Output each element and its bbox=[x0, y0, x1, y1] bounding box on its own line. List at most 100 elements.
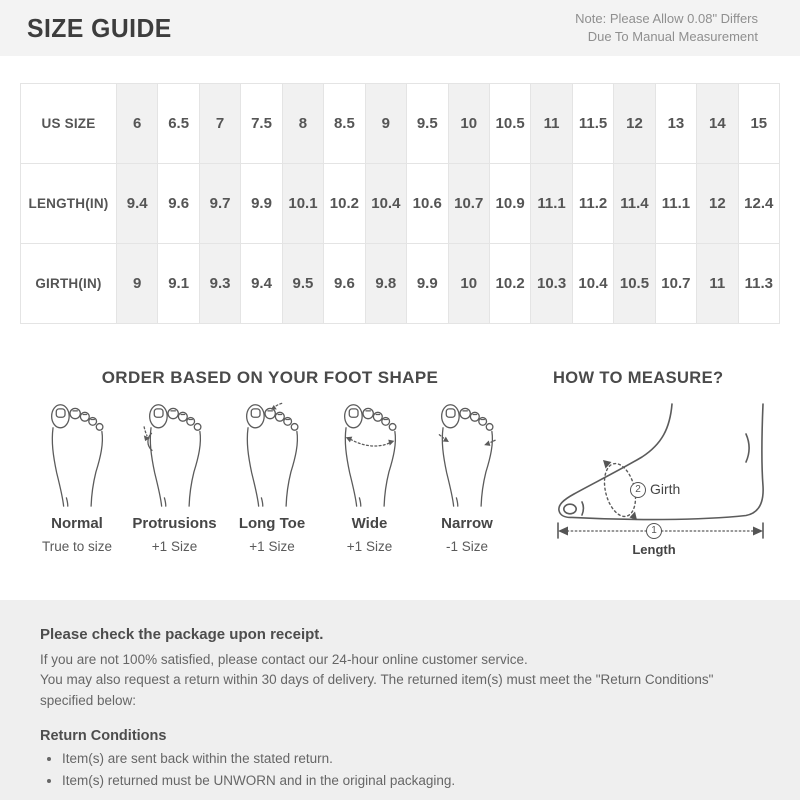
size-table-cell: 10.2 bbox=[488, 243, 532, 324]
foot-shape-advice: -1 Size bbox=[445, 539, 489, 554]
size-table-cell: 9.5 bbox=[281, 243, 325, 324]
size-table-cell: 14 bbox=[696, 83, 739, 164]
foot-shape-name: Narrow bbox=[441, 515, 493, 532]
size-table-cell: 11.1 bbox=[530, 163, 573, 244]
return-condition-item: Item(s) returned must be UNWORN and in t… bbox=[62, 773, 760, 788]
size-table-cell: 9.4 bbox=[115, 163, 159, 244]
size-table-cell: 10.6 bbox=[406, 163, 449, 244]
size-table-row: US SIZE 6 6.5 7 7.5 8 8.5 9 9.5 10 10.5 11 11.5 12 13 1… bbox=[20, 83, 781, 164]
foot-shape-item: Normal True to size bbox=[30, 402, 124, 554]
return-condition-item: Item(s) are sent back within the stated … bbox=[62, 751, 760, 766]
size-table-row: LENGTH(IN) 9.4 9.6 9.7 9.9 10.1 10.2 10.4 10.6 10… bbox=[20, 163, 781, 244]
size-table-cell: 10 bbox=[447, 243, 490, 324]
size-table-cell: 9.4 bbox=[240, 243, 283, 324]
size-table-cell: 10.2 bbox=[323, 163, 366, 244]
middle-section: ORDER BASED ON YOUR FOOT SHAPE Normal Tru… bbox=[0, 368, 800, 567]
foot-side-view-illustration bbox=[557, 403, 764, 539]
size-table-cell: 9 bbox=[364, 83, 408, 164]
size-table-cell: 11 bbox=[530, 83, 573, 164]
foot-shape-heading: ORDER BASED ON YOUR FOOT SHAPE bbox=[101, 368, 439, 387]
size-table-cell: 13 bbox=[654, 83, 698, 164]
size-table-cell: 8 bbox=[281, 83, 325, 164]
size-table-cell: 10.4 bbox=[364, 163, 408, 244]
return-policy-section: Please check the package upon receipt. I… bbox=[0, 600, 800, 800]
girth-label: Girth bbox=[650, 481, 681, 497]
foot-shape-item: Protrusions +1 Size bbox=[128, 402, 222, 554]
size-table-cell: 9 bbox=[115, 243, 159, 324]
foot-protrusions-icon bbox=[128, 402, 222, 508]
return-conditions-list: Item(s) are sent back within the stated … bbox=[40, 751, 760, 788]
foot-shape-advice: +1 Size bbox=[346, 539, 393, 554]
foot-shape-section: ORDER BASED ON YOUR FOOT SHAPE Normal Tru… bbox=[0, 368, 540, 567]
size-table-cell: 7 bbox=[198, 83, 242, 164]
size-table-cell: 6 bbox=[115, 83, 159, 164]
length-step-badge: 1 bbox=[646, 523, 662, 539]
foot-shape-item: Narrow -1 Size bbox=[420, 402, 514, 554]
foot-shape-name: Normal bbox=[51, 515, 103, 532]
size-table-cell: 9.9 bbox=[406, 243, 449, 324]
size-table-section: US SIZE 6 6.5 7 7.5 8 8.5 9 9.5 10 10.5 11 11.5 12 13 1… bbox=[0, 56, 800, 324]
length-label: Length bbox=[632, 542, 676, 557]
measure-section: HOW TO MEASURE? bbox=[540, 368, 800, 567]
foot-normal-icon bbox=[30, 402, 124, 508]
girth-step-badge: 2 bbox=[630, 482, 646, 498]
size-table-cell: 6.5 bbox=[157, 83, 200, 164]
size-table-cell: 12 bbox=[696, 163, 739, 244]
foot-measure-diagram: 2 Girth 1 Length bbox=[550, 402, 780, 567]
customer-service-line: If you are not 100% satisfied, please co… bbox=[40, 652, 528, 667]
size-table-cell: 10.7 bbox=[447, 163, 490, 244]
size-table-cell: 15 bbox=[737, 83, 781, 164]
size-table: US SIZE 6 6.5 7 7.5 8 8.5 9 9.5 10 10.5 11 11.5 12 13 1… bbox=[20, 83, 781, 324]
foot-shape-item: Wide +1 Size bbox=[323, 402, 417, 554]
size-table-cell: 7.5 bbox=[240, 83, 283, 164]
size-table-row-label: LENGTH(IN) bbox=[20, 163, 117, 244]
size-table-cell: 10.1 bbox=[281, 163, 325, 244]
size-table-cell: 10.4 bbox=[571, 243, 615, 324]
size-table-cell: 11 bbox=[696, 243, 739, 324]
foot-shape-advice: +1 Size bbox=[151, 539, 198, 554]
size-table-cell: 12.4 bbox=[737, 163, 781, 244]
size-table-cell: 9.9 bbox=[240, 163, 283, 244]
foot-narrow-icon bbox=[420, 402, 514, 508]
receipt-check-title: Please check the package upon receipt. bbox=[40, 626, 324, 643]
foot-shape-advice: +1 Size bbox=[249, 539, 295, 554]
foot-wide-icon bbox=[323, 402, 417, 508]
size-table-cell: 10.5 bbox=[613, 243, 656, 324]
header: SIZE GUIDE Note: Please Allow 0.08" Diff… bbox=[0, 0, 800, 56]
note-line-2: Due To Manual Measurement bbox=[587, 29, 758, 44]
size-table-cell: 11.3 bbox=[737, 243, 781, 324]
size-table-cell: 11.1 bbox=[654, 163, 698, 244]
foot-shape-list: Normal True to size Protrusions +1 Size Long… bbox=[0, 388, 540, 554]
size-table-cell: 10.9 bbox=[488, 163, 532, 244]
size-table-cell: 10.3 bbox=[530, 243, 573, 324]
size-table-cell: 9.6 bbox=[157, 163, 200, 244]
foot-shape-name: Wide bbox=[351, 515, 388, 532]
return-conditions-title: Return Conditions bbox=[40, 727, 167, 744]
size-table-cell: 10.5 bbox=[488, 83, 532, 164]
foot-shape-name: Long Toe bbox=[238, 515, 306, 532]
size-table-cell: 9.6 bbox=[323, 243, 366, 324]
note-line-1: Note: Please Allow 0.08" Differs bbox=[575, 10, 758, 26]
size-table-cell: 9.5 bbox=[406, 83, 449, 164]
size-table-row: GIRTH(IN) 9 9.1 9.3 9.4 9.5 9.6 9.8 9.9 10 10.2 10.… bbox=[20, 243, 781, 324]
foot-shape-item: Long Toe +1 Size bbox=[225, 402, 319, 554]
measurement-note: Note: Please Allow 0.08" Differs Due To … bbox=[575, 10, 758, 46]
measure-heading: HOW TO MEASURE? bbox=[553, 368, 724, 387]
size-table-cell: 11.5 bbox=[571, 83, 615, 164]
size-table-row-label: GIRTH(IN) bbox=[20, 243, 117, 324]
size-table-cell: 9.3 bbox=[198, 243, 242, 324]
size-table-cell: 8.5 bbox=[323, 83, 366, 164]
size-table-cell: 9.7 bbox=[198, 163, 242, 244]
foot-long-toe-icon bbox=[225, 402, 319, 508]
size-table-cell: 9.1 bbox=[157, 243, 200, 324]
size-table-cell: 10 bbox=[447, 83, 490, 164]
size-table-cell: 9.8 bbox=[364, 243, 408, 324]
size-table-cell: 12 bbox=[613, 83, 656, 164]
size-table-cell: 11.2 bbox=[571, 163, 615, 244]
size-table-cell: 10.7 bbox=[654, 243, 698, 324]
page-title: SIZE GUIDE bbox=[27, 12, 172, 43]
foot-shape-advice: True to size bbox=[41, 539, 113, 554]
size-table-row-label: US SIZE bbox=[20, 83, 117, 164]
size-table-cell: 11.4 bbox=[613, 163, 656, 244]
